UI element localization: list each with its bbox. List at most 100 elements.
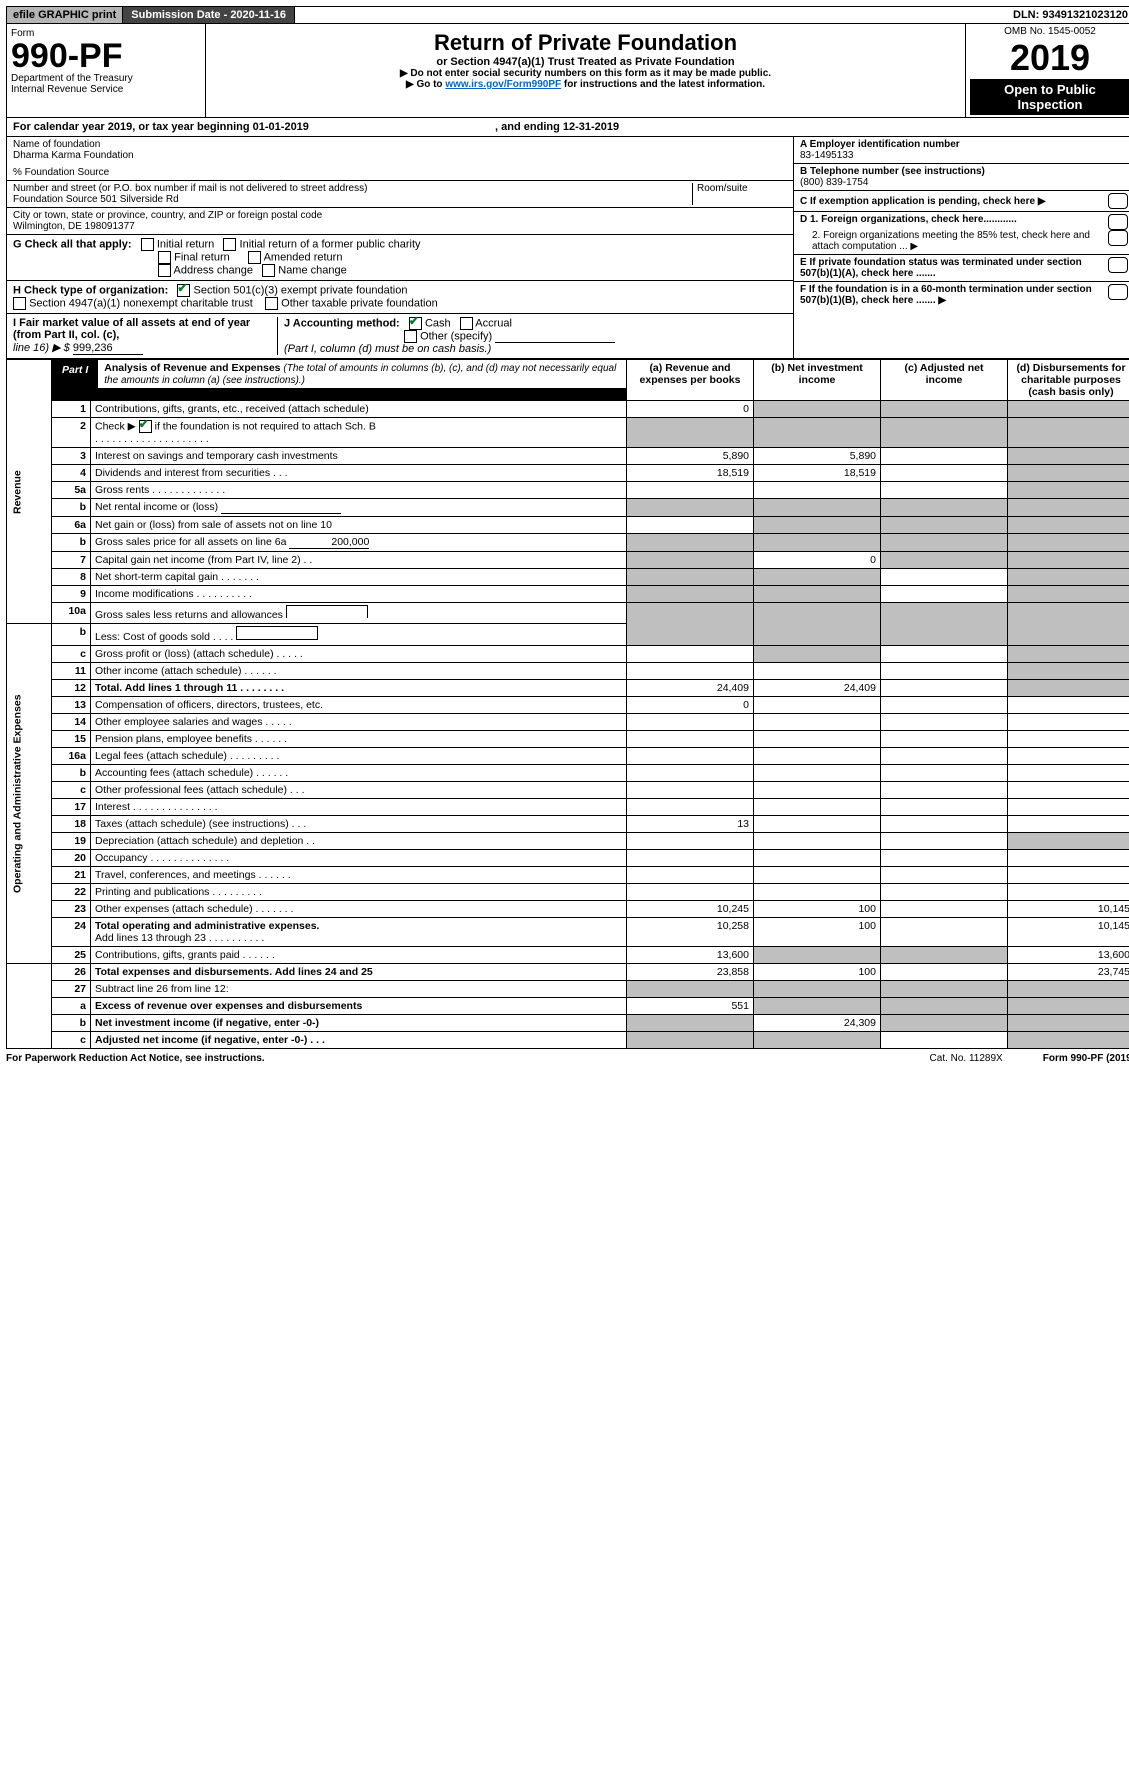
section-h: H Check type of organization: Section 50… — [7, 281, 793, 314]
row-19: 19Depreciation (attach schedule) and dep… — [7, 833, 1129, 850]
calendar-year-band: For calendar year 2019, or tax year begi… — [6, 118, 1129, 137]
col-b: (b) Net investment income — [754, 360, 881, 401]
check-4947[interactable] — [13, 297, 26, 310]
section-g: G Check all that apply: Initial return I… — [7, 235, 793, 281]
check-501c3[interactable] — [177, 284, 190, 297]
row-4: 4Dividends and interest from securities … — [7, 465, 1129, 482]
subtitle: or Section 4947(a)(1) Trust Treated as P… — [216, 56, 955, 68]
row-12: 12Total. Add lines 1 through 11 . . . . … — [7, 680, 1129, 697]
efile-label: efile GRAPHIC print — [7, 7, 123, 23]
row-9: 9Income modifications . . . . . . . . . … — [7, 586, 1129, 603]
row-5a: 5aGross rents . . . . . . . . . . . . . — [7, 482, 1129, 499]
check-accrual[interactable] — [460, 317, 473, 330]
row-13: 13Compensation of officers, directors, t… — [7, 697, 1129, 714]
row-24: 24Total operating and administrative exp… — [7, 918, 1129, 947]
row-7: 7Capital gain net income (from Part IV, … — [7, 552, 1129, 569]
cat-no: Cat. No. 11289X — [930, 1053, 1003, 1064]
phone-value: (800) 839-1754 — [800, 177, 868, 188]
street-label: Number and street (or P.O. box number if… — [13, 183, 692, 194]
phone-label: B Telephone number (see instructions) — [800, 166, 985, 177]
street: Foundation Source 501 Silverside Rd — [13, 194, 692, 205]
check-amended[interactable] — [248, 251, 261, 264]
row-11: 11Other income (attach schedule) . . . .… — [7, 663, 1129, 680]
row-23: 23Other expenses (attach schedule) . . .… — [7, 901, 1129, 918]
row-10c: cGross profit or (loss) (attach schedule… — [7, 646, 1129, 663]
year: 2019 — [970, 37, 1129, 79]
expenses-vert-label: Operating and Administrative Expenses — [7, 624, 52, 964]
footer: For Paperwork Reduction Act Notice, see … — [6, 1053, 1129, 1064]
note1: ▶ Do not enter social security numbers o… — [216, 68, 955, 79]
check-cash[interactable] — [409, 317, 422, 330]
omb-number: OMB No. 1545-0052 — [970, 26, 1129, 37]
col-d: (d) Disbursements for charitable purpose… — [1008, 360, 1129, 401]
name-label: Name of foundation — [13, 139, 787, 150]
row-27c: cAdjusted net income (if negative, enter… — [7, 1032, 1129, 1049]
check-e[interactable] — [1108, 257, 1128, 273]
check-d1[interactable] — [1108, 214, 1128, 230]
fmv-value: 999,236 — [73, 342, 143, 355]
open-public: Open to Public Inspection — [970, 79, 1129, 115]
part1-table: Revenue Part I Analysis of Revenue and E… — [6, 359, 1129, 1049]
part1-label: Part I — [52, 360, 98, 388]
header-center: Return of Private Foundation or Section … — [206, 24, 965, 117]
row-14: 14Other employee salaries and wages . . … — [7, 714, 1129, 731]
revenue-vert-label: Revenue — [7, 360, 52, 624]
row-5b: bNet rental income or (loss) — [7, 499, 1129, 517]
pra-notice: For Paperwork Reduction Act Notice, see … — [6, 1053, 265, 1064]
row-27a: aExcess of revenue over expenses and dis… — [7, 998, 1129, 1015]
city: Wilmington, DE 198091377 — [13, 221, 787, 232]
room-label: Room/suite — [697, 183, 748, 194]
row-17: 17Interest . . . . . . . . . . . . . . . — [7, 799, 1129, 816]
row-20: 20Occupancy . . . . . . . . . . . . . . — [7, 850, 1129, 867]
top-bar: efile GRAPHIC print Submission Date - 20… — [6, 6, 1129, 24]
header-right: OMB No. 1545-0052 2019 Open to Public In… — [965, 24, 1129, 117]
form-footer: Form 990-PF (2019) — [1043, 1053, 1129, 1064]
form-number: 990-PF — [11, 39, 201, 73]
check-d2[interactable] — [1108, 230, 1128, 246]
check-final[interactable] — [158, 251, 171, 264]
ein-label: A Employer identification number — [800, 139, 960, 150]
row-18: 18Taxes (attach schedule) (see instructi… — [7, 816, 1129, 833]
row-2: 2Check ▶ if the foundation is not requir… — [7, 418, 1129, 448]
row-25: 25Contributions, gifts, grants paid . . … — [7, 947, 1129, 964]
dln-label: DLN: 93491321023120 — [1007, 7, 1129, 23]
care-of: % Foundation Source — [13, 167, 787, 178]
check-initial-former[interactable] — [223, 238, 236, 251]
check-name[interactable] — [262, 264, 275, 277]
row-22: 22Printing and publications . . . . . . … — [7, 884, 1129, 901]
check-schb[interactable] — [139, 420, 152, 433]
row-26: 26Total expenses and disbursements. Add … — [7, 964, 1129, 981]
form-link[interactable]: www.irs.gov/Form990PF — [445, 79, 561, 90]
row-10a: 10aGross sales less returns and allowanc… — [7, 603, 1129, 624]
note2: ▶ Go to www.irs.gov/Form990PF for instru… — [216, 79, 955, 90]
col-c: (c) Adjusted net income — [881, 360, 1008, 401]
foundation-name: Dharma Karma Foundation — [13, 150, 787, 161]
dept-label: Department of the Treasury — [11, 73, 201, 84]
check-c[interactable] — [1108, 193, 1128, 209]
irs-label: Internal Revenue Service — [11, 84, 201, 95]
submission-date: Submission Date - 2020-11-16 — [123, 7, 295, 23]
check-other-tax[interactable] — [265, 297, 278, 310]
col-a: (a) Revenue and expenses per books — [627, 360, 754, 401]
row-6a: 6aNet gain or (loss) from sale of assets… — [7, 517, 1129, 534]
row-27: 27Subtract line 26 from line 12: — [7, 981, 1129, 998]
section-ij: I Fair market value of all assets at end… — [7, 314, 793, 358]
check-other-method[interactable] — [404, 330, 417, 343]
row-21: 21Travel, conferences, and meetings . . … — [7, 867, 1129, 884]
row-8: 8Net short-term capital gain . . . . . .… — [7, 569, 1129, 586]
title: Return of Private Foundation — [216, 30, 955, 56]
check-f[interactable] — [1108, 284, 1128, 300]
ein-value: 83-1495133 — [800, 150, 853, 161]
header-left: Form 990-PF Department of the Treasury I… — [7, 24, 206, 117]
row-16a: 16aLegal fees (attach schedule) . . . . … — [7, 748, 1129, 765]
row-15: 15Pension plans, employee benefits . . .… — [7, 731, 1129, 748]
row-16b: bAccounting fees (attach schedule) . . .… — [7, 765, 1129, 782]
header: Form 990-PF Department of the Treasury I… — [6, 24, 1129, 118]
row-16c: cOther professional fees (attach schedul… — [7, 782, 1129, 799]
row-3: 3Interest on savings and temporary cash … — [7, 448, 1129, 465]
city-label: City or town, state or province, country… — [13, 210, 787, 221]
c-label: C If exemption application is pending, c… — [800, 196, 1108, 207]
check-initial[interactable] — [141, 238, 154, 251]
check-address[interactable] — [158, 264, 171, 277]
row-6b: bGross sales price for all assets on lin… — [7, 534, 1129, 552]
